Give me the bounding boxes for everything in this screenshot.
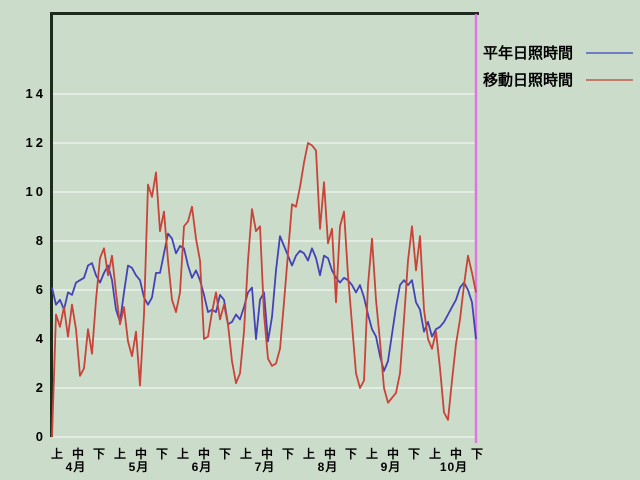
plot-top-border xyxy=(50,12,479,15)
series-line-移動日照時間 xyxy=(51,142,477,438)
x-period-label: 下 xyxy=(155,447,168,461)
x-period-label: 上 xyxy=(113,447,126,461)
x-month-label: 9月 xyxy=(380,460,402,474)
x-period-label: 上 xyxy=(365,447,378,461)
legend-label-moving: 移動日照時間 xyxy=(483,72,574,89)
x-month-label: 10月 xyxy=(439,460,469,474)
y-tick-label: 14 xyxy=(25,86,46,101)
legend-line-blue-icon xyxy=(586,52,633,54)
legend-item-normal: 平年日照時間 xyxy=(483,40,639,67)
y-tick-label: 0 xyxy=(35,429,46,444)
x-period-label: 中 xyxy=(134,447,147,461)
x-period-label: 上 xyxy=(428,447,441,461)
x-period-label: 上 xyxy=(302,447,315,461)
x-month-label: 4月 xyxy=(65,460,87,474)
y-tick-label: 8 xyxy=(35,233,46,248)
x-period-label: 中 xyxy=(323,447,336,461)
y-tick-label: 12 xyxy=(25,135,46,150)
x-period-label: 下 xyxy=(92,447,105,461)
y-tick-label: 6 xyxy=(35,282,46,297)
x-period-label: 下 xyxy=(281,447,294,461)
x-period-label: 中 xyxy=(71,447,84,461)
x-month-label: 5月 xyxy=(128,460,150,474)
x-period-label: 下 xyxy=(407,447,420,461)
x-period-label: 中 xyxy=(197,447,210,461)
x-period-label: 上 xyxy=(50,447,63,461)
x-month-label: 8月 xyxy=(317,460,339,474)
x-period-label: 中 xyxy=(449,447,462,461)
x-period-label: 下 xyxy=(218,447,231,461)
legend: 平年日照時間 移動日照時間 xyxy=(483,40,639,94)
plot-left-axis xyxy=(50,12,53,437)
x-period-label: 下 xyxy=(470,447,483,461)
x-period-label: 中 xyxy=(386,447,399,461)
x-period-label: 下 xyxy=(344,447,357,461)
y-tick-label: 2 xyxy=(35,380,46,395)
series-line-平年日照時間 xyxy=(51,232,477,372)
legend-line-red-icon xyxy=(586,79,633,81)
x-month-label: 7月 xyxy=(254,460,276,474)
y-tick-label: 10 xyxy=(25,184,46,199)
x-period-label: 上 xyxy=(176,447,189,461)
legend-label-normal: 平年日照時間 xyxy=(483,45,574,62)
x-period-label: 上 xyxy=(239,447,252,461)
legend-item-moving: 移動日照時間 xyxy=(483,67,639,94)
y-tick-label: 4 xyxy=(35,331,46,346)
x-month-label: 6月 xyxy=(191,460,213,474)
x-period-label: 中 xyxy=(260,447,273,461)
